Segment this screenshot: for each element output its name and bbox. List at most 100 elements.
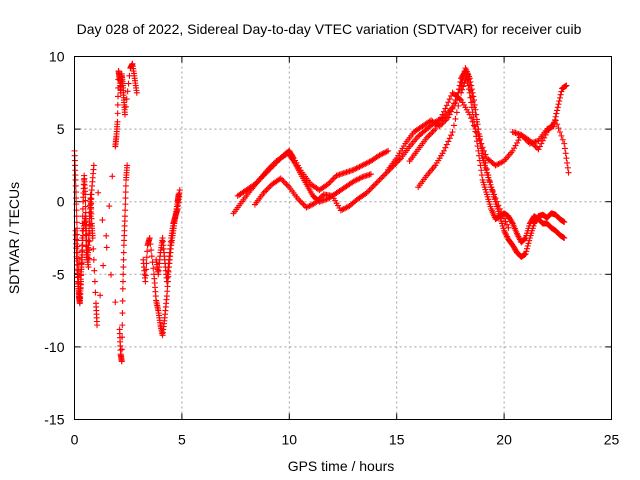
- data-point: [442, 144, 449, 151]
- data-point: [327, 178, 334, 185]
- data-point: [445, 138, 452, 145]
- data-point: [493, 198, 500, 205]
- data-point: [108, 271, 115, 278]
- data-point: [89, 235, 96, 241]
- data-point: [456, 96, 463, 103]
- plot-frame: [74, 56, 612, 420]
- data-point: [383, 148, 390, 155]
- data-point: [72, 189, 79, 196]
- data-point: [496, 205, 503, 212]
- data-point: [82, 191, 89, 198]
- data-point: [556, 98, 563, 105]
- data-point: [488, 184, 495, 191]
- data-point: [150, 265, 157, 272]
- data-point: [465, 76, 472, 83]
- data-point: [492, 195, 499, 202]
- data-point: [86, 247, 93, 254]
- data-point: [176, 187, 183, 194]
- data-point: [297, 198, 304, 205]
- data-point: [82, 219, 89, 226]
- data-point: [114, 118, 121, 125]
- data-point: [121, 111, 128, 118]
- data-point: [330, 175, 337, 182]
- data-point: [498, 209, 505, 216]
- data-point: [556, 129, 563, 136]
- data-point: [489, 187, 496, 194]
- data-point: [72, 176, 79, 183]
- data-point: [432, 126, 439, 133]
- data-point: [142, 278, 149, 285]
- x-tick-label: 15: [389, 432, 405, 448]
- data-point: [376, 176, 383, 183]
- data-point: [85, 255, 92, 262]
- y-tick-label: 0: [57, 194, 65, 210]
- data-point: [524, 245, 531, 252]
- data-point: [445, 99, 452, 106]
- data-point: [521, 235, 528, 242]
- data-point: [562, 150, 569, 157]
- data-point: [502, 218, 509, 225]
- data-point: [505, 224, 512, 231]
- data-point: [90, 162, 97, 169]
- x-tick-label: 10: [282, 432, 298, 448]
- data-point: [357, 174, 364, 181]
- data-point: [269, 163, 276, 170]
- data-point: [558, 132, 565, 139]
- data-point: [452, 115, 459, 122]
- data-point: [369, 184, 376, 191]
- data-point: [86, 230, 93, 237]
- data-point: [471, 122, 478, 129]
- data-point: [443, 102, 450, 109]
- data-point: [123, 96, 130, 103]
- data-point: [448, 108, 455, 115]
- data-point: [458, 89, 465, 96]
- data-point: [430, 127, 437, 134]
- data-point: [456, 82, 463, 89]
- data-point: [367, 185, 374, 192]
- data-point: [143, 266, 150, 273]
- data-point: [72, 182, 79, 189]
- data-point: [448, 132, 455, 139]
- data-point: [90, 245, 97, 252]
- data-point: [551, 116, 558, 123]
- data-point: [282, 179, 289, 186]
- data-point: [452, 99, 459, 106]
- data-point: [467, 87, 474, 94]
- x-tick-label: 5: [178, 432, 186, 448]
- data-point: [106, 203, 113, 210]
- data-point: [296, 197, 303, 204]
- data-point: [553, 110, 560, 117]
- data-point: [266, 184, 273, 191]
- data-point: [99, 217, 106, 224]
- data-point: [119, 322, 126, 329]
- data-point: [524, 242, 531, 249]
- data-point: [435, 120, 442, 127]
- data-point: [121, 213, 128, 220]
- data-point: [114, 110, 121, 117]
- data-point: [499, 212, 506, 219]
- data-point: [375, 178, 382, 185]
- series-track-b: [72, 162, 131, 365]
- data-point: [443, 115, 450, 122]
- data-point: [464, 70, 471, 77]
- data-point: [122, 195, 129, 202]
- data-point: [85, 264, 92, 271]
- data-point: [536, 143, 543, 150]
- data-point: [100, 262, 107, 269]
- x-axis-ticks: 0 5 10 15 20 25: [71, 56, 619, 448]
- data-point: [385, 147, 392, 154]
- data-point: [440, 147, 447, 154]
- y-tick-label: -10: [44, 339, 64, 355]
- data-point: [74, 231, 81, 238]
- data-point: [83, 243, 90, 250]
- data-point: [270, 162, 277, 169]
- data-point: [125, 80, 132, 87]
- data-point: [119, 334, 126, 341]
- data-point: [508, 219, 515, 226]
- data-point: [461, 80, 468, 87]
- data-point: [284, 182, 291, 189]
- data-point: [92, 289, 99, 296]
- data-point: [554, 121, 561, 128]
- data-point: [120, 264, 127, 271]
